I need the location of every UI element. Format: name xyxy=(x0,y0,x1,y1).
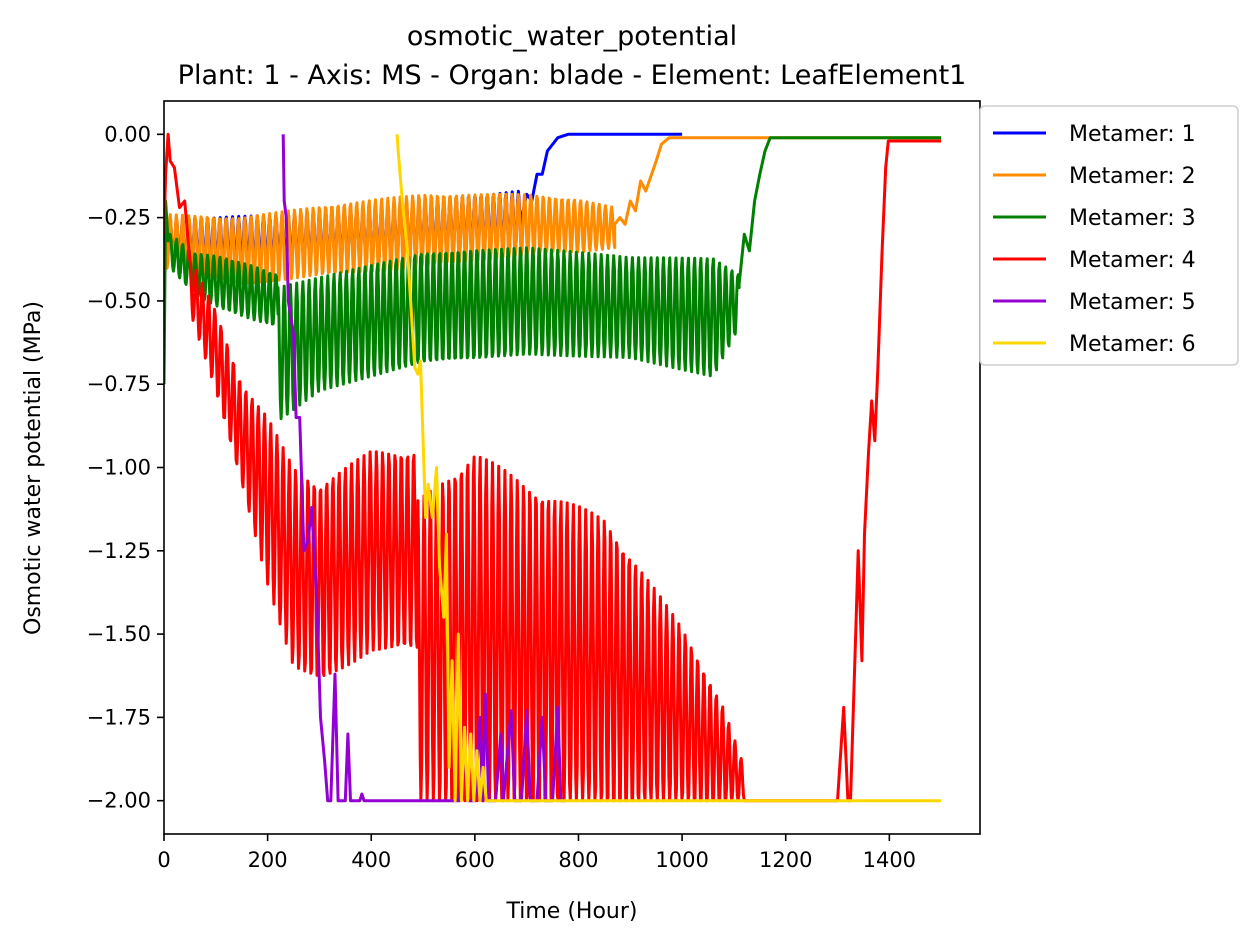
legend-label: Metamer: 2 xyxy=(1069,164,1196,189)
legend-label: Metamer: 4 xyxy=(1069,248,1196,273)
y-tick-label: −2.00 xyxy=(87,789,151,813)
series-line-metamer-5 xyxy=(281,134,566,803)
legend-label: Metamer: 6 xyxy=(1069,332,1196,357)
x-tick-label: 400 xyxy=(351,848,391,872)
y-tick-label: −0.75 xyxy=(87,372,151,396)
x-tick-label: 800 xyxy=(558,848,598,872)
legend-label: Metamer: 3 xyxy=(1069,206,1196,231)
x-tick-label: 1200 xyxy=(759,848,812,872)
y-tick-label: −1.75 xyxy=(87,705,151,729)
x-axis-label: Time (Hour) xyxy=(506,899,638,924)
chart-subtitle: Plant: 1 - Axis: MS - Organ: blade - Ele… xyxy=(178,60,967,91)
series-line-metamer-6 xyxy=(395,134,942,803)
y-tick-label: −1.50 xyxy=(87,622,151,646)
x-axis: 0 200 400 600 800 1000 1200 1400 xyxy=(157,834,916,872)
x-tick-label: 600 xyxy=(455,848,495,872)
x-tick-label: 1400 xyxy=(863,848,916,872)
y-tick-label: −0.25 xyxy=(87,206,151,230)
legend-label: Metamer: 5 xyxy=(1069,290,1196,315)
y-axis-label: Osmotic water potential (MPa) xyxy=(21,301,46,635)
legend: Metamer: 1 Metamer: 2 Metamer: 3 Metamer: 4… xyxy=(979,105,1239,366)
series-line-metamer-3 xyxy=(164,136,942,421)
y-tick-label: −1.25 xyxy=(87,539,151,563)
y-tick-label: 0.00 xyxy=(104,122,151,146)
y-tick-label: −1.00 xyxy=(87,456,151,480)
series-layer xyxy=(164,132,942,803)
y-axis: 0.00 −0.25 −0.50 −0.75 −1.00 −1.25 −1.50 −1.75 −… xyxy=(87,122,164,813)
x-tick-label: 200 xyxy=(248,848,288,872)
legend-label: Metamer: 1 xyxy=(1069,122,1196,147)
x-tick-label: 0 xyxy=(157,848,170,872)
x-tick-label: 1000 xyxy=(655,848,708,872)
y-tick-label: −0.50 xyxy=(87,289,151,313)
chart-title: osmotic_water_potential xyxy=(407,21,737,52)
